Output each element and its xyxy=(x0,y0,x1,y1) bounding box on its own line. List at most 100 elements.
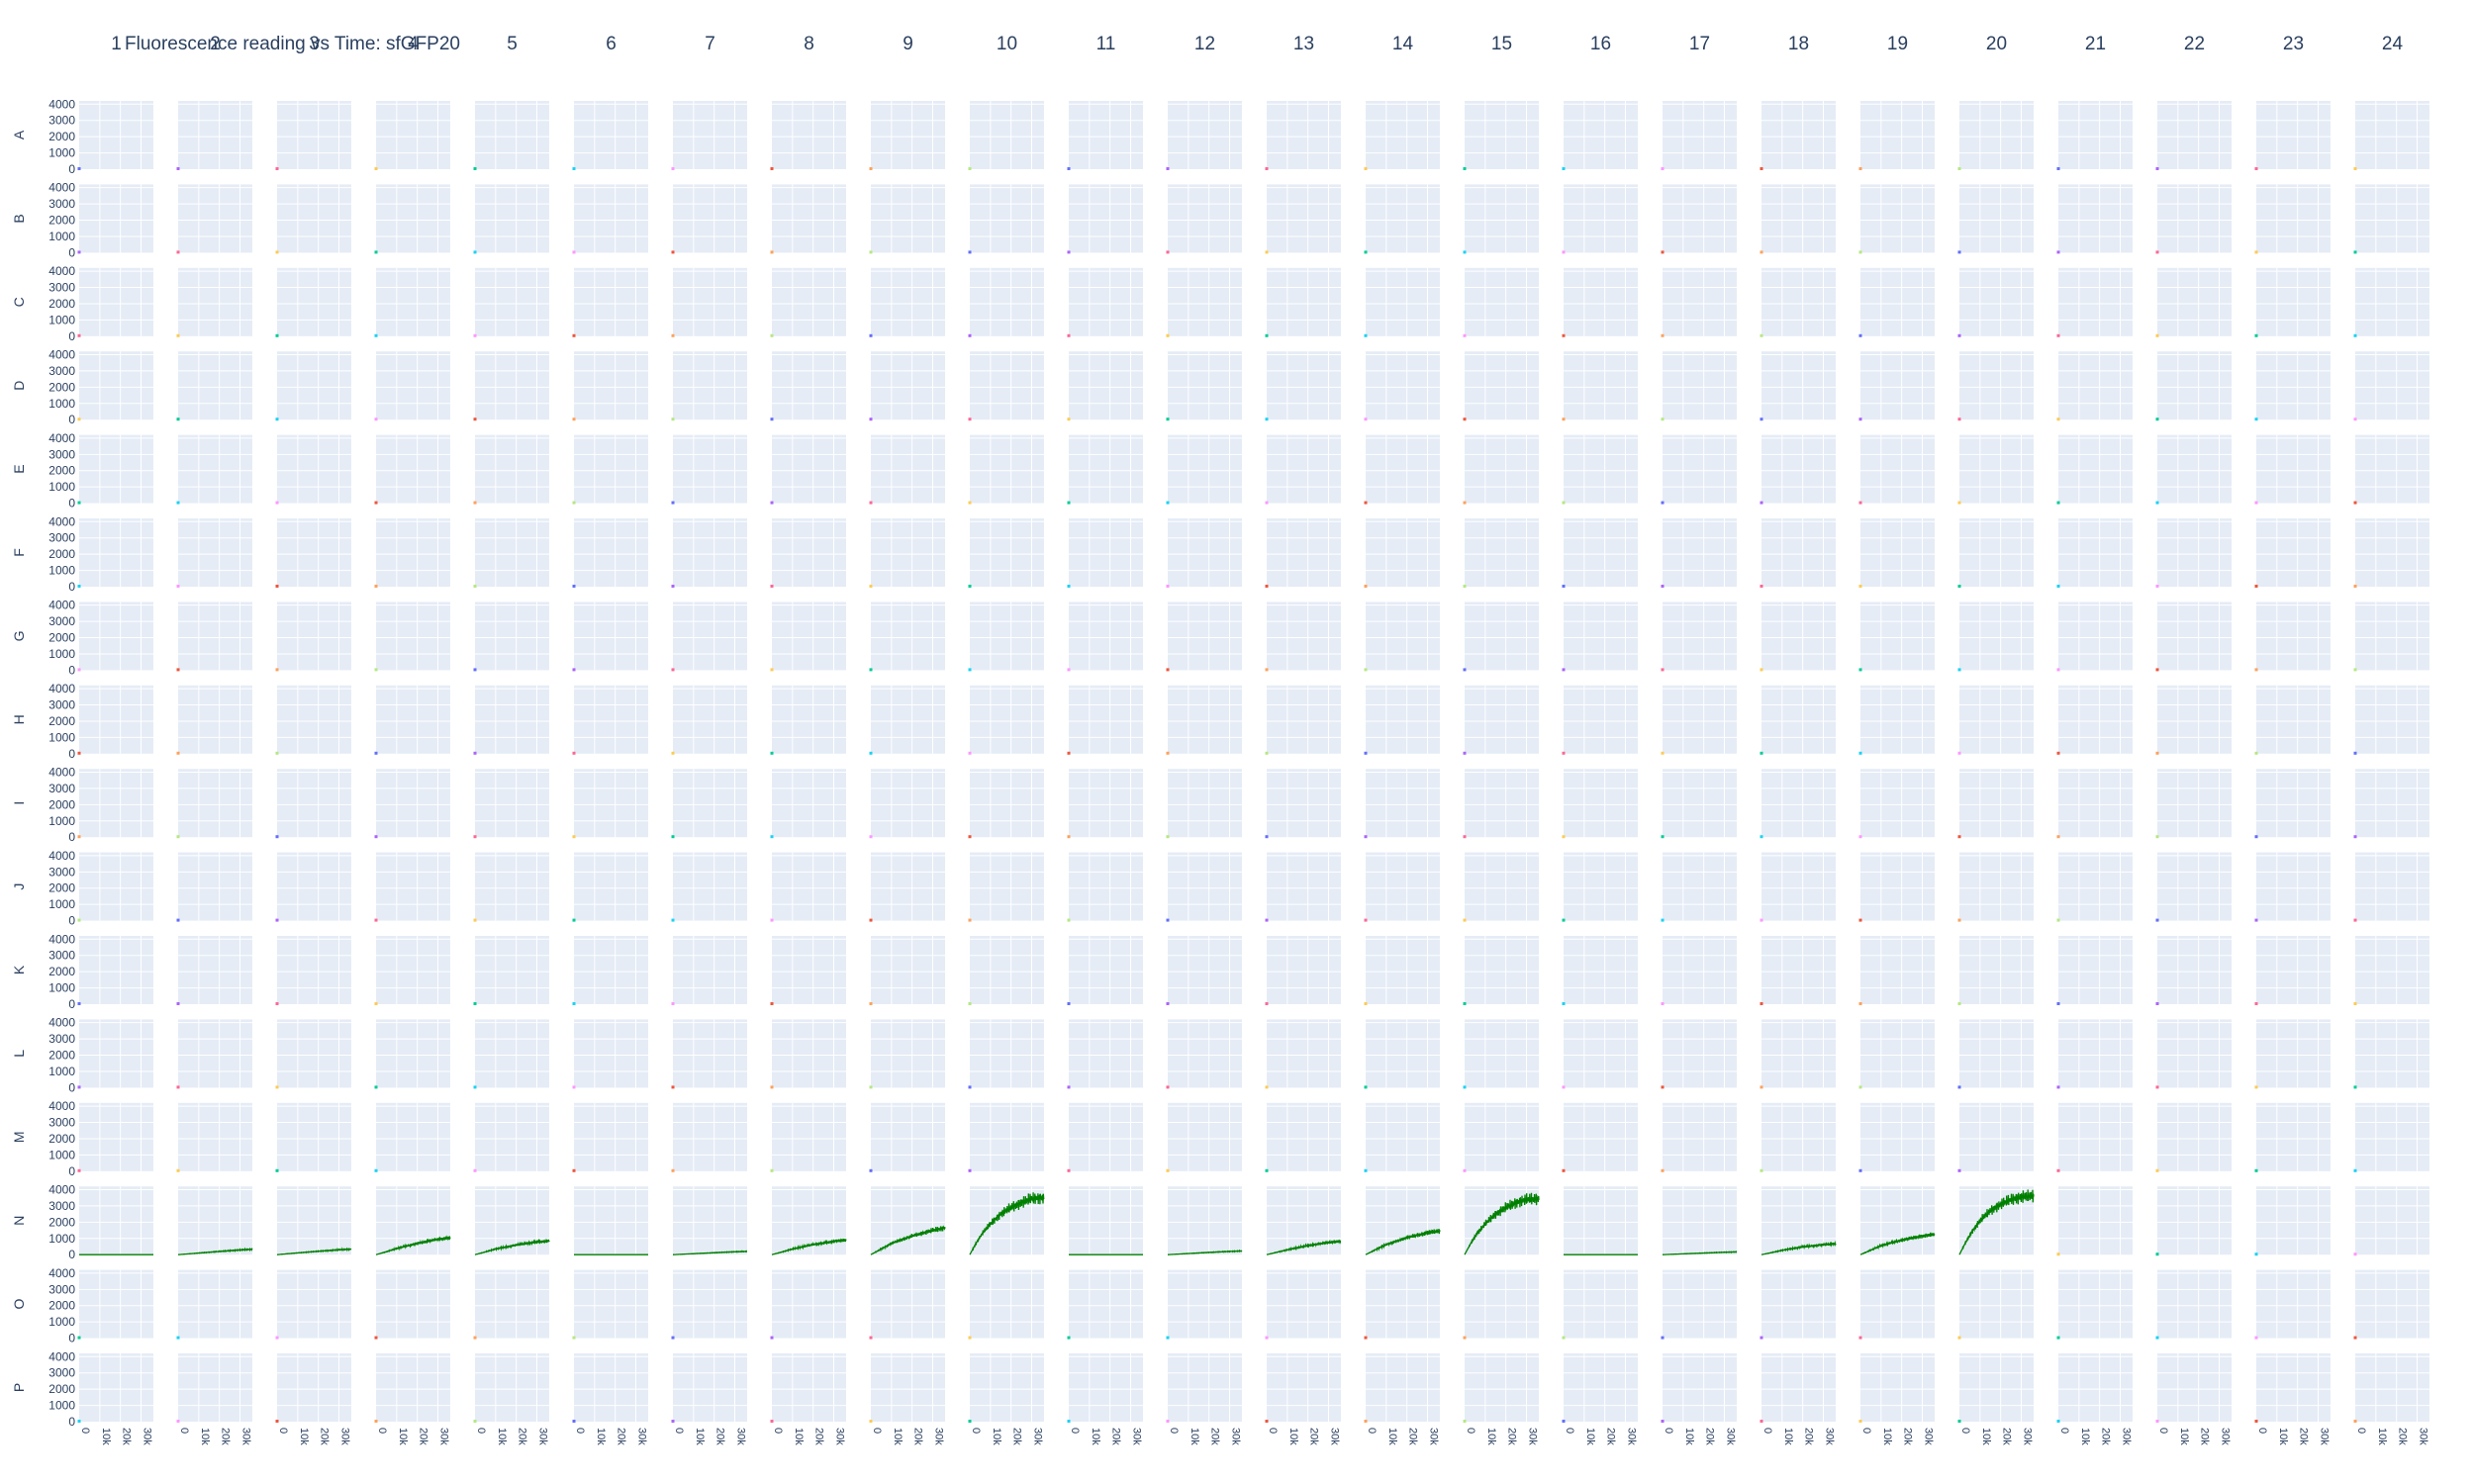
well-panel xyxy=(1760,936,1836,1005)
data-point xyxy=(1166,1168,1170,1172)
well-panel xyxy=(1166,1353,1242,1423)
data-point xyxy=(176,918,180,922)
data-point xyxy=(2254,1168,2258,1172)
data-point xyxy=(1265,1085,1269,1089)
data-point xyxy=(473,668,477,672)
well-panel xyxy=(1661,518,1737,588)
plot-area xyxy=(1860,1102,1935,1171)
plot-area xyxy=(2157,602,2232,671)
data-point xyxy=(1957,1336,1961,1340)
well-panel xyxy=(1661,1269,1737,1340)
well-panel xyxy=(275,434,351,505)
y-tick-label: 1000 xyxy=(48,897,75,911)
data-point xyxy=(2155,417,2159,421)
plot-area xyxy=(1168,1186,1242,1255)
data-point xyxy=(2155,1168,2159,1172)
data-point xyxy=(1364,751,1368,755)
plot-area xyxy=(871,434,945,504)
well-panel xyxy=(473,101,549,170)
well-panel xyxy=(968,1019,1044,1089)
plot-area xyxy=(574,602,648,671)
data-point xyxy=(176,167,180,170)
x-tick-label: 10k xyxy=(2277,1428,2289,1445)
well-panel xyxy=(1957,101,2034,170)
plot-area xyxy=(1366,769,1440,838)
data-point xyxy=(275,751,279,755)
data-point xyxy=(473,417,477,421)
data-point xyxy=(1166,1420,1170,1423)
data-point xyxy=(2155,585,2159,588)
well-panel xyxy=(2056,434,2133,505)
plot-area xyxy=(1761,852,1836,921)
y-tick-label: 4000 xyxy=(48,682,75,696)
column-header: 4 xyxy=(408,34,419,54)
data-point xyxy=(1562,1085,1566,1089)
well-panel xyxy=(2056,685,2133,755)
plot-area xyxy=(2157,101,2232,169)
well-panel xyxy=(374,351,450,421)
well-panel xyxy=(770,685,846,755)
well-panel xyxy=(869,101,945,170)
x-tick-label: 20k xyxy=(2001,1428,2013,1445)
data-point xyxy=(1463,501,1467,505)
y-tick-label: 0 xyxy=(68,914,75,928)
well-panel xyxy=(870,1186,946,1255)
well-panel xyxy=(1463,351,1539,421)
plot-area xyxy=(772,518,846,587)
well-panel xyxy=(1564,1186,1638,1255)
y-tick-label: 3000 xyxy=(48,949,75,963)
plot-area xyxy=(871,1186,945,1255)
data-point xyxy=(1364,835,1368,839)
y-tick-label: 2000 xyxy=(48,1049,75,1063)
data-point xyxy=(1661,1420,1665,1423)
plot-area xyxy=(970,1102,1044,1171)
plot-area xyxy=(1959,936,2034,1004)
data-point xyxy=(1858,417,1862,421)
well-panel xyxy=(1760,852,1836,922)
well-panel xyxy=(1760,184,1836,254)
plot-area xyxy=(574,685,648,754)
well-panel xyxy=(1166,1019,1242,1089)
data-point xyxy=(1957,417,1961,421)
well-panel xyxy=(1364,1102,1440,1172)
plot-area xyxy=(2058,1186,2133,1255)
plot-area xyxy=(1761,101,1836,169)
x-tick-label: 30k xyxy=(1626,1428,1638,1445)
plot-area xyxy=(178,1353,252,1422)
data-point xyxy=(869,1085,873,1089)
well-panel xyxy=(1265,1353,1341,1423)
well-panel xyxy=(2155,685,2232,755)
y-tick-label: 3000 xyxy=(48,281,75,295)
plot-area xyxy=(970,184,1044,253)
well-panel xyxy=(671,685,747,755)
data-point xyxy=(671,167,675,170)
plot-area xyxy=(1959,1019,2034,1088)
well-panel xyxy=(275,685,351,755)
plot-area xyxy=(1663,602,1737,671)
data-point xyxy=(2056,1085,2060,1089)
well-panel xyxy=(1760,434,1836,505)
well-panel xyxy=(1760,602,1836,672)
plot-area xyxy=(1465,769,1539,838)
well-panel xyxy=(77,351,153,421)
x-tick-label: 30k xyxy=(1032,1428,1044,1445)
data-point xyxy=(77,751,81,755)
well-panel xyxy=(1067,1269,1143,1340)
series-line xyxy=(1168,1249,1243,1255)
well-panel xyxy=(1265,351,1341,421)
plot-area xyxy=(1168,1269,1242,1339)
plot-area xyxy=(2058,434,2133,504)
row-header: A xyxy=(11,130,27,139)
well-panel xyxy=(1463,769,1539,839)
well-panel xyxy=(1166,434,1242,505)
plot-area xyxy=(1168,267,1242,336)
well-panel xyxy=(77,1102,153,1172)
well-panel xyxy=(869,351,945,421)
well-panel xyxy=(1562,685,1638,755)
data-point xyxy=(2056,668,2060,672)
plot-area xyxy=(574,1186,648,1255)
data-point xyxy=(2155,751,2159,755)
plot-area xyxy=(772,602,846,671)
well-panel xyxy=(2155,936,2232,1005)
data-point xyxy=(770,333,774,337)
